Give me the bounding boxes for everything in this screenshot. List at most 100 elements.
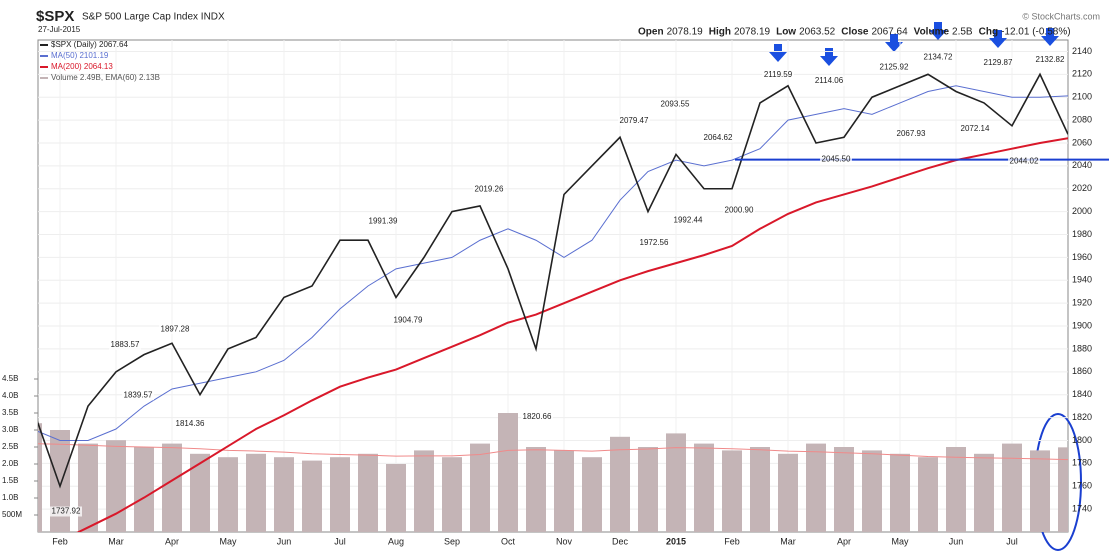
annotation: 2044.02 xyxy=(1008,156,1040,167)
annotation-bg xyxy=(702,132,734,143)
annotation-label: 1992.44 xyxy=(674,215,703,224)
annotation-bg xyxy=(109,339,141,350)
series-line xyxy=(38,443,1068,461)
annotation-label: 2119.59 xyxy=(764,70,793,79)
volume-bar xyxy=(330,457,350,532)
volume-bar xyxy=(106,440,126,532)
volume-bar xyxy=(414,450,434,532)
annotation: 1904.79 xyxy=(392,315,424,326)
x-tick-label: Jun xyxy=(277,536,292,546)
legend-label: $SPX (Daily) 2067.64 xyxy=(51,40,128,49)
chart-title: S&P 500 Large Cap Index INDX xyxy=(82,12,225,23)
annotation: 2045.50 xyxy=(820,154,852,165)
annotation-label: 2134.72 xyxy=(924,53,953,62)
date: 27-Jul-2015 xyxy=(38,25,81,34)
annotation-bg xyxy=(922,52,954,63)
volume-bar xyxy=(358,453,378,532)
annotation-bg xyxy=(813,76,845,87)
y-tick-label: 2120 xyxy=(1072,69,1092,79)
annotation: 1883.57 xyxy=(109,339,141,350)
annotation-label: 1883.57 xyxy=(111,340,140,349)
x-tick-label: Mar xyxy=(108,536,124,546)
y-tick-label: 1760 xyxy=(1072,481,1092,491)
series-line xyxy=(76,137,1068,532)
annotation-label: 1972.56 xyxy=(640,238,669,247)
annotation-label: 2072.14 xyxy=(961,124,990,133)
y2-tick-label: 500M xyxy=(2,510,22,519)
volume-bar xyxy=(554,450,574,532)
annotation: 2114.06 xyxy=(813,76,845,87)
plot-area xyxy=(38,40,1068,532)
x-tick-label: Feb xyxy=(724,536,740,546)
volume-bar xyxy=(610,436,630,532)
annotation-bg xyxy=(982,58,1014,69)
volume-bar xyxy=(806,443,826,532)
annotation-bg xyxy=(521,411,553,422)
annotation-label: 2064.62 xyxy=(704,133,733,142)
stat-name: Chg xyxy=(979,27,998,38)
annotation-bg xyxy=(367,216,399,227)
y-tick-label: 2080 xyxy=(1072,114,1092,124)
stat-value: 2078.19 xyxy=(734,27,771,38)
annotation-bg xyxy=(878,62,910,73)
stat-value: -12.01 (-0.58%) xyxy=(1001,27,1070,38)
legend-label: MA(200) 2064.13 xyxy=(51,62,113,71)
stat-name: Open xyxy=(638,27,664,38)
volume-bar xyxy=(582,457,602,532)
y-tick-label: 1860 xyxy=(1072,366,1092,376)
volume-bar xyxy=(666,433,686,532)
arrows xyxy=(769,22,1059,66)
volume-bar xyxy=(862,450,882,532)
stat-name: Volume xyxy=(914,27,950,38)
volume-bar xyxy=(302,460,322,532)
annotation: 2019.26 xyxy=(473,184,505,195)
y-tick-label: 2040 xyxy=(1072,160,1092,170)
annotation: 2072.14 xyxy=(959,124,991,135)
annotation-bg xyxy=(723,205,755,216)
x-tick-label: Apr xyxy=(165,536,179,546)
annotation-label: 2114.06 xyxy=(815,76,844,85)
y2-tick-label: 1.5B xyxy=(2,476,18,485)
series-line xyxy=(38,85,1068,441)
annotation: 1897.28 xyxy=(159,324,191,335)
volume-bar xyxy=(38,423,42,532)
y2-tick-label: 1.0B xyxy=(2,493,18,502)
annotation: 2000.90 xyxy=(723,205,755,216)
annotation-label: 2067.93 xyxy=(897,129,926,138)
annotation-label: 2044.02 xyxy=(1010,156,1039,165)
annotation-bg xyxy=(672,215,704,226)
annotation-label: 2019.26 xyxy=(475,185,504,194)
stat-value: 2063.52 xyxy=(799,27,836,38)
y2-tick-label: 3.0B xyxy=(2,425,18,434)
volume-bar xyxy=(694,443,714,532)
y-tick-label: 2100 xyxy=(1072,92,1092,102)
volume-bar xyxy=(778,453,798,532)
x-tick-label: Mar xyxy=(780,536,796,546)
annotation: 1992.44 xyxy=(672,215,704,226)
annotation: 2079.47 xyxy=(618,115,650,126)
annotation: 1839.57 xyxy=(122,390,154,401)
annotation-label: 1897.28 xyxy=(161,324,190,333)
annotation-bg xyxy=(895,128,927,139)
annotation-label: 2132.82 xyxy=(1036,55,1065,64)
volume-bar xyxy=(918,457,938,532)
annotation: 2067.93 xyxy=(895,128,927,139)
annotation-bg xyxy=(959,124,991,135)
annotation-bg xyxy=(392,315,424,326)
volume-bar xyxy=(218,457,238,532)
volume-bar xyxy=(498,413,518,532)
volume-bar xyxy=(974,453,994,532)
volume-bar xyxy=(834,447,854,532)
volume-bar xyxy=(190,453,210,532)
annotation: 2119.59 xyxy=(762,69,794,80)
volume-bar xyxy=(722,450,742,532)
series-line xyxy=(38,72,1068,489)
annotation-label: 2000.90 xyxy=(725,206,754,215)
annotation-bg xyxy=(159,324,191,335)
legend-label: Volume 2.49B, EMA(60) 2.13B xyxy=(51,73,160,82)
annotation-label: 1839.57 xyxy=(124,390,153,399)
volume-bar xyxy=(442,457,462,532)
y-tick-label: 2020 xyxy=(1072,183,1092,193)
x-tick-label: Jun xyxy=(949,536,964,546)
